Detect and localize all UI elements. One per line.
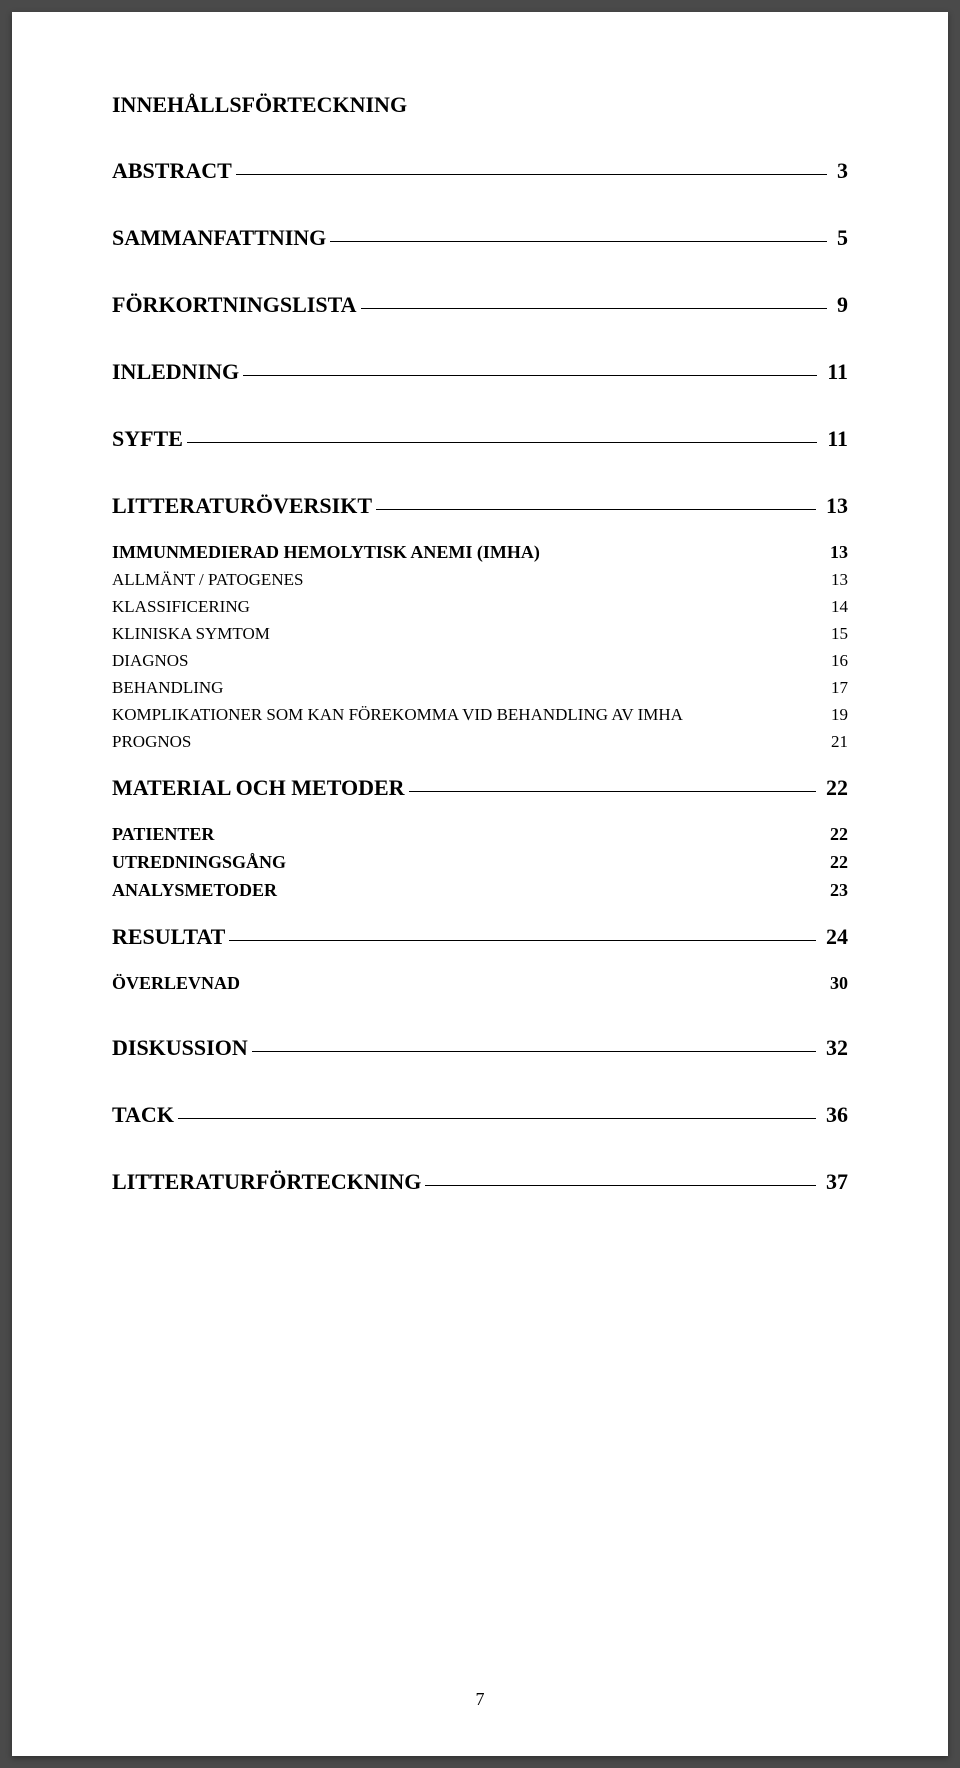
toc-entry: DISKUSSION 32 [112, 1035, 848, 1061]
toc-entry-page: 15 [825, 624, 848, 644]
toc-leader [409, 791, 816, 792]
toc-entry-label: RESULTAT [112, 924, 225, 950]
toc-entry: BEHANDLING 17 [112, 678, 848, 698]
toc-entry: DIAGNOS 16 [112, 651, 848, 671]
toc-leader [425, 1185, 816, 1186]
toc-entry-label: ABSTRACT [112, 158, 232, 184]
spacer [112, 804, 848, 824]
toc-entry-label: SAMMANFATTNING [112, 225, 326, 251]
toc-entry-page: 30 [824, 973, 848, 994]
toc-entry-page: 22 [824, 824, 848, 845]
toc-entry-label: PATIENTER [112, 824, 214, 845]
toc-entry: KLASSIFICERING 14 [112, 597, 848, 617]
toc-entry-page: 22 [824, 852, 848, 873]
document-page: INNEHÅLLSFÖRTECKNING ABSTRACT 3 SAMMANFATT… [12, 12, 948, 1756]
toc-leader [243, 375, 817, 376]
toc-entry-page: 21 [825, 732, 848, 752]
toc-entry: RESULTAT 24 [112, 924, 848, 950]
toc-entry: KLINISKA SYMTOM 15 [112, 624, 848, 644]
toc-entry-label: INLEDNING [112, 359, 239, 385]
toc-leader [229, 940, 816, 941]
toc-entry-label: MATERIAL OCH METODER [112, 775, 405, 801]
toc-entry-label: ÖVERLEVNAD [112, 973, 240, 994]
spacer [112, 1131, 848, 1169]
toc-leader [252, 1051, 816, 1052]
toc-entry-label: BEHANDLING [112, 678, 223, 698]
toc-entry-label: KOMPLIKATIONER SOM KAN FÖREKOMMA VID BEH… [112, 705, 683, 725]
toc-entry: IMMUNMEDIERAD HEMOLYTISK ANEMI (IMHA) 13 [112, 542, 848, 563]
toc-entry-label: ANALYSMETODER [112, 880, 277, 901]
spacer [112, 953, 848, 973]
toc-entry-page: 13 [820, 493, 848, 519]
toc-list: ABSTRACT 3 SAMMANFATTNING 5 FÖRKORTNINGSLIST… [112, 158, 848, 1236]
toc-entry-label: DISKUSSION [112, 1035, 248, 1061]
toc-entry-page: 13 [824, 542, 848, 563]
toc-entry: ALLMÄNT / PATOGENES 13 [112, 570, 848, 590]
spacer [112, 254, 848, 292]
toc-entry-page: 22 [820, 775, 848, 801]
toc-entry-page: 14 [825, 597, 848, 617]
toc-entry: SAMMANFATTNING 5 [112, 225, 848, 251]
page-number: 7 [12, 1689, 948, 1710]
toc-entry: KOMPLIKATIONER SOM KAN FÖREKOMMA VID BEH… [112, 705, 848, 725]
toc-entry-label: DIAGNOS [112, 651, 189, 671]
spacer [112, 997, 848, 1035]
toc-entry-label: LITTERATURFÖRTECKNING [112, 1169, 421, 1195]
toc-leader [236, 174, 827, 175]
toc-entry: INLEDNING 11 [112, 359, 848, 385]
toc-leader [376, 509, 816, 510]
toc-entry-page: 13 [825, 570, 848, 590]
toc-entry-page: 17 [825, 678, 848, 698]
toc-leader [330, 241, 827, 242]
toc-entry-page: 23 [824, 880, 848, 901]
toc-entry: ANALYSMETODER 23 [112, 880, 848, 901]
toc-entry-label: SYFTE [112, 426, 183, 452]
toc-entry: UTREDNINGSGÅNG 22 [112, 852, 848, 873]
toc-entry-label: PROGNOS [112, 732, 191, 752]
toc-entry-page: 24 [820, 924, 848, 950]
toc-entry: ÖVERLEVNAD 30 [112, 973, 848, 994]
toc-entry-label: FÖRKORTNINGSLISTA [112, 292, 357, 318]
toc-entry-label: IMMUNMEDIERAD HEMOLYTISK ANEMI (IMHA) [112, 542, 540, 563]
toc-entry-label: UTREDNINGSGÅNG [112, 852, 286, 873]
toc-entry: MATERIAL OCH METODER 22 [112, 775, 848, 801]
spacer [112, 187, 848, 225]
toc-entry-page: 16 [825, 651, 848, 671]
toc-title: INNEHÅLLSFÖRTECKNING [112, 92, 848, 118]
spacer [112, 904, 848, 924]
toc-entry-label: LITTERATURÖVERSIKT [112, 493, 372, 519]
toc-entry-page: 36 [820, 1102, 848, 1128]
spacer [112, 755, 848, 775]
spacer [112, 522, 848, 542]
toc-leader [178, 1118, 816, 1119]
toc-entry: LITTERATURÖVERSIKT 13 [112, 493, 848, 519]
toc-entry: FÖRKORTNINGSLISTA 9 [112, 292, 848, 318]
toc-entry-page: 19 [825, 705, 848, 725]
toc-entry-page: 11 [821, 426, 848, 452]
spacer [112, 455, 848, 493]
toc-entry-page: 11 [821, 359, 848, 385]
toc-entry-page: 3 [831, 158, 848, 184]
toc-entry: ABSTRACT 3 [112, 158, 848, 184]
toc-entry: TACK 36 [112, 1102, 848, 1128]
toc-entry-label: ALLMÄNT / PATOGENES [112, 570, 303, 590]
spacer [112, 388, 848, 426]
toc-entry-page: 32 [820, 1035, 848, 1061]
spacer [112, 1064, 848, 1102]
spacer [112, 321, 848, 359]
spacer [112, 1198, 848, 1236]
toc-entry: PATIENTER 22 [112, 824, 848, 845]
toc-entry-page: 9 [831, 292, 848, 318]
toc-entry-page: 37 [820, 1169, 848, 1195]
toc-entry-label: TACK [112, 1102, 174, 1128]
toc-entry-page: 5 [831, 225, 848, 251]
toc-entry: LITTERATURFÖRTECKNING 37 [112, 1169, 848, 1195]
toc-leader [361, 308, 827, 309]
toc-entry-label: KLASSIFICERING [112, 597, 250, 617]
toc-entry: PROGNOS 21 [112, 732, 848, 752]
toc-entry-label: KLINISKA SYMTOM [112, 624, 270, 644]
toc-entry: SYFTE 11 [112, 426, 848, 452]
toc-leader [187, 442, 817, 443]
